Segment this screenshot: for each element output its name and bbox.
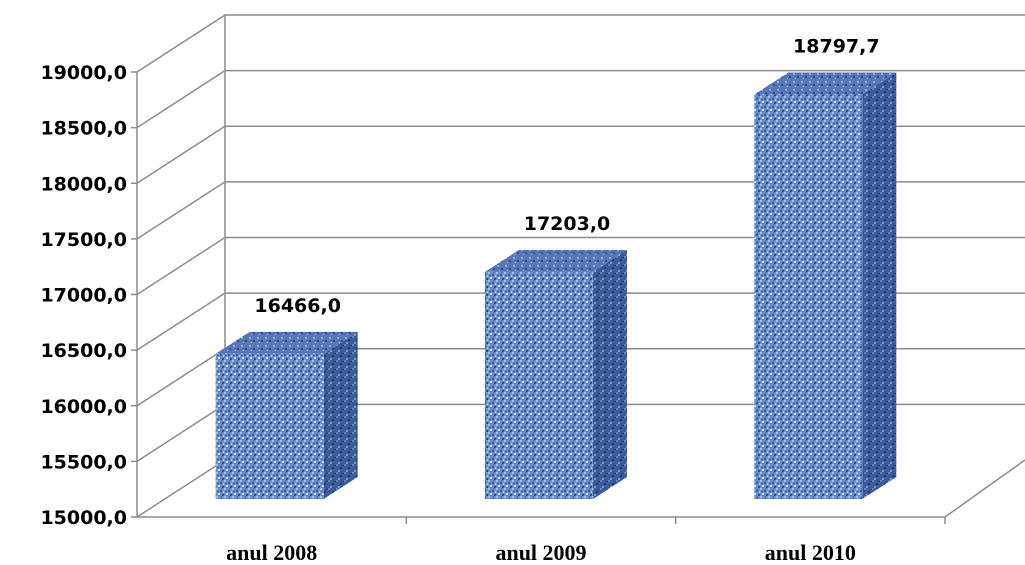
bar-side (862, 72, 897, 500)
bar (485, 249, 627, 499)
bar-top (485, 249, 627, 272)
gridline (136, 14, 1025, 73)
bar-top (754, 72, 897, 95)
floor-right-edge (944, 459, 1025, 518)
y-tick-label: 18500,0 (40, 118, 127, 140)
bar (215, 331, 358, 499)
x-category-label: anul 2009 (495, 540, 586, 565)
x-category-label: anul 2008 (226, 540, 317, 565)
x-category-label: anul 2010 (765, 540, 856, 565)
data-label: 16466,0 (254, 295, 341, 317)
bars-layer (215, 72, 897, 500)
y-tick-label: 19000,0 (40, 62, 127, 84)
bar (754, 72, 897, 500)
bar-side (593, 249, 627, 499)
y-tick-label: 17000,0 (40, 285, 127, 307)
y-tick-label: 16000,0 (40, 396, 127, 418)
y-tick-label: 18000,0 (40, 173, 127, 195)
y-tick-label: 15000,0 (40, 507, 127, 529)
bar-front (215, 353, 324, 499)
x-axis-category-labels: anul 2008 anul 2009 anul 2010 (226, 540, 856, 565)
data-label: 17203,0 (524, 213, 611, 235)
bar-front (485, 271, 593, 499)
y-axis-tick-labels: 15000,0 15500,0 16000,0 16500,0 17000,0 17500… (40, 62, 127, 529)
bar-side (323, 331, 358, 499)
data-labels-layer: 16466,0 17203,0 18797,7 (254, 36, 879, 317)
y-tick-label: 16500,0 (40, 340, 127, 362)
y-tick-label: 17500,0 (40, 229, 127, 251)
y-tick-label: 15500,0 (40, 451, 127, 473)
bar-top (215, 331, 358, 354)
bar-front (754, 94, 863, 500)
data-label: 18797,7 (793, 36, 880, 58)
